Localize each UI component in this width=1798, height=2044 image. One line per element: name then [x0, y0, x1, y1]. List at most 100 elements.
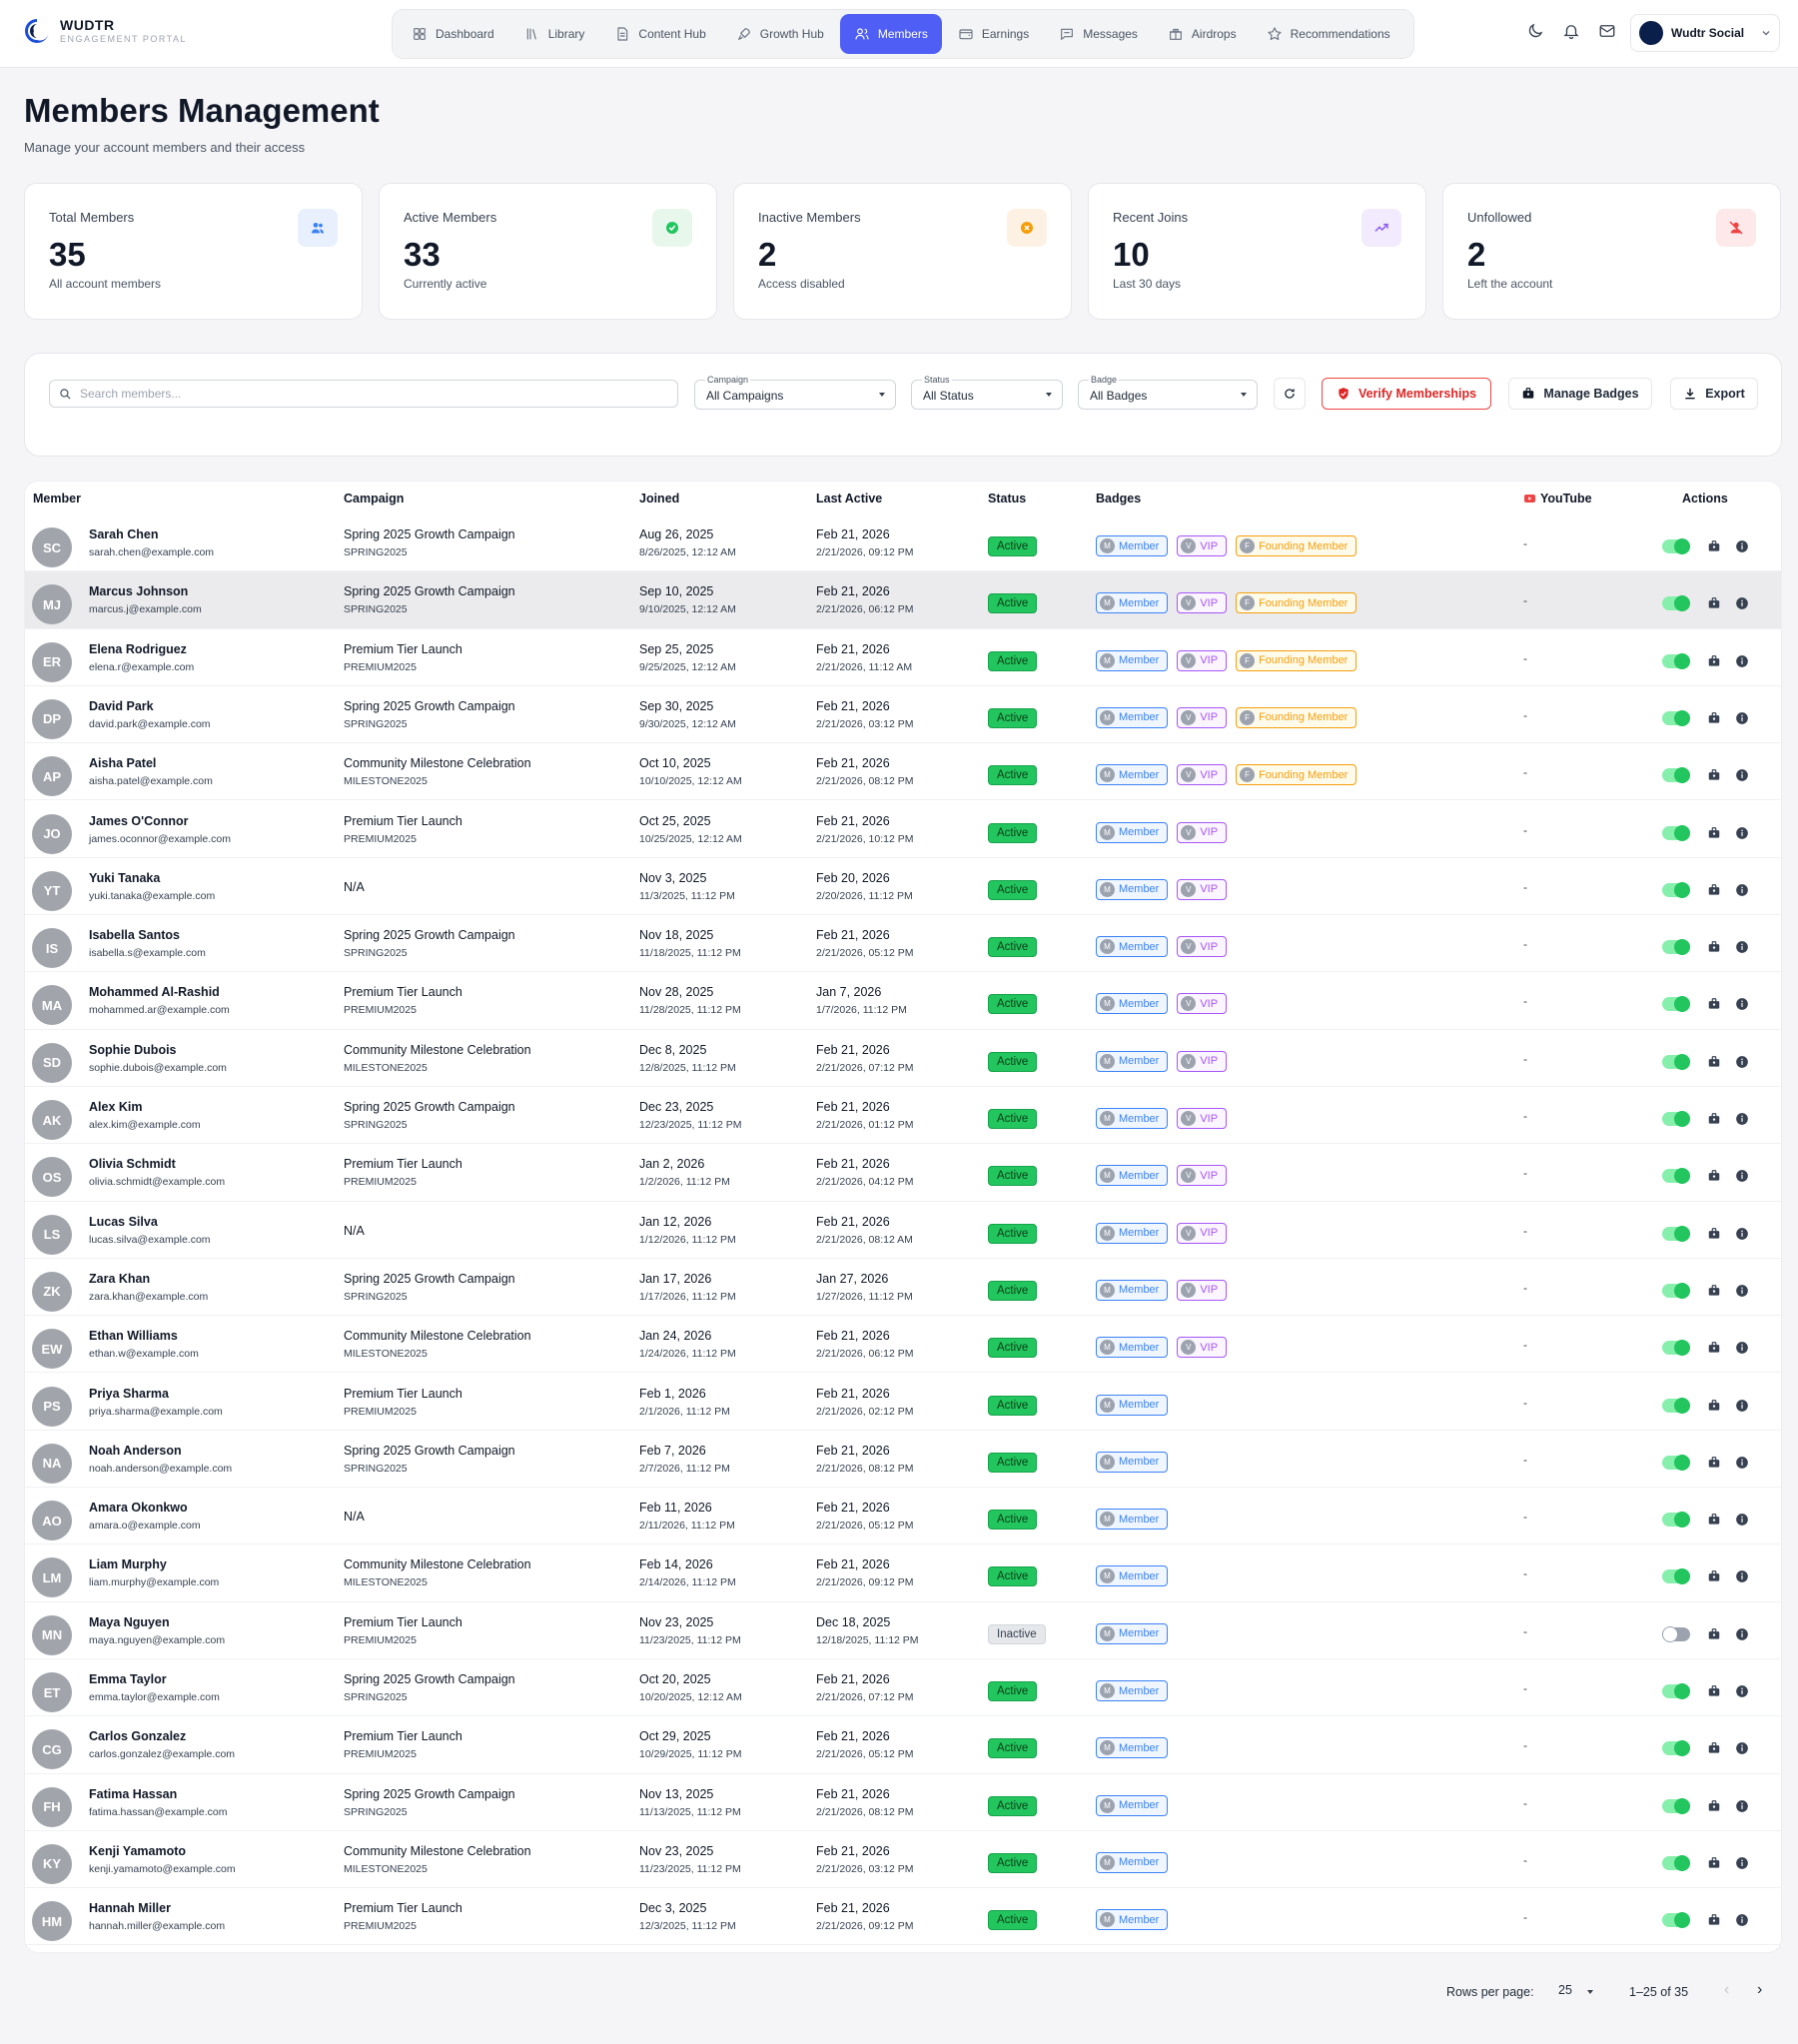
col-last-active[interactable]: Last Active: [816, 492, 883, 506]
table-row[interactable]: MN Maya Nguyen maya.nguyen@example.com Prem…: [25, 1602, 1781, 1659]
access-toggle[interactable]: [1662, 1912, 1690, 1929]
info-icon[interactable]: [1735, 1169, 1749, 1183]
table-row[interactable]: ZK Zara Khan zara.khan@example.com Spring 2…: [25, 1259, 1781, 1317]
badge-icon[interactable]: [1707, 1569, 1721, 1583]
badge-icon[interactable]: [1707, 1227, 1721, 1241]
badge-icon[interactable]: [1707, 1684, 1721, 1698]
badge-icon[interactable]: [1707, 883, 1721, 897]
col-joined[interactable]: Joined: [639, 492, 680, 506]
info-icon[interactable]: [1735, 1399, 1749, 1413]
access-toggle[interactable]: [1662, 1168, 1690, 1185]
info-icon[interactable]: [1735, 1569, 1749, 1583]
info-icon[interactable]: [1735, 997, 1749, 1011]
info-icon[interactable]: [1735, 1513, 1749, 1527]
table-row[interactable]: KY Kenji Yamamoto kenji.yamamoto@example.c…: [25, 1831, 1781, 1889]
access-toggle[interactable]: [1662, 767, 1690, 784]
next-page-icon[interactable]: ›: [1757, 1981, 1763, 1998]
access-toggle[interactable]: [1662, 1854, 1690, 1871]
badge-icon[interactable]: [1707, 1627, 1721, 1641]
table-row[interactable]: NA Noah Anderson noah.anderson@example.com…: [25, 1431, 1781, 1489]
badge-icon[interactable]: [1707, 1913, 1721, 1927]
access-toggle[interactable]: [1662, 1683, 1690, 1699]
info-icon[interactable]: [1735, 1456, 1749, 1470]
export-button[interactable]: Export: [1670, 378, 1758, 410]
brand-logo[interactable]: WUDTR ENGAGEMENT PORTAL: [22, 16, 187, 46]
table-row[interactable]: HM Hannah Miller hannah.miller@example.com…: [25, 1888, 1781, 1946]
table-row[interactable]: ER Elena Rodriguez elena.r@example.com Prem…: [25, 629, 1781, 686]
moon-icon[interactable]: [1526, 22, 1544, 40]
prev-page-icon[interactable]: ‹: [1724, 1981, 1730, 1998]
badge-icon[interactable]: [1707, 1341, 1721, 1355]
badge-icon[interactable]: [1707, 1112, 1721, 1126]
access-toggle[interactable]: [1662, 1797, 1690, 1814]
profile-menu[interactable]: Wudtr Social: [1630, 14, 1780, 52]
rows-per-page-select[interactable]: 25: [1558, 1983, 1572, 1997]
access-toggle[interactable]: [1662, 538, 1690, 554]
table-row[interactable]: AO Amara Okonkwo amara.o@example.com N/A Feb…: [25, 1488, 1781, 1545]
table-row[interactable]: MJ Marcus Johnson marcus.j@example.com Spri…: [25, 571, 1781, 629]
access-toggle[interactable]: [1662, 824, 1690, 841]
access-toggle[interactable]: [1662, 652, 1690, 669]
info-icon[interactable]: [1735, 883, 1749, 897]
info-icon[interactable]: [1735, 711, 1749, 725]
status-select[interactable]: Status All Status: [911, 375, 1063, 410]
table-row[interactable]: YT Yuki Tanaka yuki.tanaka@example.com N/A N…: [25, 858, 1781, 916]
badge-icon[interactable]: [1707, 1284, 1721, 1298]
info-icon[interactable]: [1735, 768, 1749, 782]
info-icon[interactable]: [1735, 539, 1749, 553]
table-row[interactable]: LM Liam Murphy liam.murphy@example.com Comm…: [25, 1544, 1781, 1602]
nav-item-recommendations[interactable]: Recommendations: [1253, 14, 1404, 54]
info-icon[interactable]: [1735, 1627, 1749, 1641]
badge-icon[interactable]: [1707, 1799, 1721, 1813]
campaign-select[interactable]: Campaign All Campaigns: [694, 375, 896, 410]
access-toggle[interactable]: [1662, 1625, 1690, 1642]
badge-icon[interactable]: [1707, 1169, 1721, 1183]
table-row[interactable]: ET Emma Taylor emma.taylor@example.com Spri…: [25, 1659, 1781, 1717]
badge-select[interactable]: Badge All Badges: [1078, 375, 1258, 410]
table-row[interactable]: LS Lucas Silva lucas.silva@example.com N/A J…: [25, 1202, 1781, 1259]
badge-icon[interactable]: [1707, 826, 1721, 840]
badge-icon[interactable]: [1707, 711, 1721, 725]
access-toggle[interactable]: [1662, 1568, 1690, 1585]
access-toggle[interactable]: [1662, 1282, 1690, 1299]
table-row[interactable]: IS Isabella Santos isabella.s@example.com S…: [25, 915, 1781, 973]
mail-icon[interactable]: [1598, 22, 1616, 40]
table-row[interactable]: DP David Park david.park@example.com Spring…: [25, 686, 1781, 744]
table-row[interactable]: AP Aisha Patel aisha.patel@example.com Comm…: [25, 743, 1781, 801]
badge-icon[interactable]: [1707, 768, 1721, 782]
access-toggle[interactable]: [1662, 939, 1690, 956]
info-icon[interactable]: [1735, 826, 1749, 840]
table-row[interactable]: EW Ethan Williams ethan.w@example.com Commu…: [25, 1316, 1781, 1374]
access-toggle[interactable]: [1662, 1454, 1690, 1471]
info-icon[interactable]: [1735, 1684, 1749, 1698]
table-row[interactable]: SC Sarah Chen sarah.chen@example.com Spring…: [25, 514, 1781, 572]
badge-icon[interactable]: [1707, 1055, 1721, 1069]
verify-memberships-button[interactable]: Verify Memberships: [1322, 378, 1491, 410]
nav-item-dashboard[interactable]: Dashboard: [398, 14, 508, 54]
info-icon[interactable]: [1735, 654, 1749, 668]
info-icon[interactable]: [1735, 1741, 1749, 1755]
info-icon[interactable]: [1735, 940, 1749, 954]
access-toggle[interactable]: [1662, 595, 1690, 612]
bell-icon[interactable]: [1562, 22, 1580, 40]
table-row[interactable]: MA Mohammed Al-Rashid mohammed.ar@example.…: [25, 972, 1781, 1030]
refresh-button[interactable]: [1274, 378, 1306, 410]
info-icon[interactable]: [1735, 1341, 1749, 1355]
access-toggle[interactable]: [1662, 881, 1690, 898]
nav-item-content-hub[interactable]: Content Hub: [600, 14, 719, 54]
badge-icon[interactable]: [1707, 940, 1721, 954]
access-toggle[interactable]: [1662, 1340, 1690, 1357]
info-icon[interactable]: [1735, 1799, 1749, 1813]
info-icon[interactable]: [1735, 1112, 1749, 1126]
search-box[interactable]: [49, 380, 678, 408]
caret-down-icon[interactable]: [1587, 1990, 1593, 1994]
badge-icon[interactable]: [1707, 539, 1721, 553]
info-icon[interactable]: [1735, 1055, 1749, 1069]
table-row[interactable]: OS Olivia Schmidt olivia.schmidt@example.c…: [25, 1144, 1781, 1202]
col-member[interactable]: Member: [33, 492, 81, 506]
badge-icon[interactable]: [1707, 997, 1721, 1011]
access-toggle[interactable]: [1662, 1740, 1690, 1757]
info-icon[interactable]: [1735, 1284, 1749, 1298]
badge-icon[interactable]: [1707, 1399, 1721, 1413]
table-row[interactable]: FH Fatima Hassan fatima.hassan@example.com…: [25, 1774, 1781, 1831]
